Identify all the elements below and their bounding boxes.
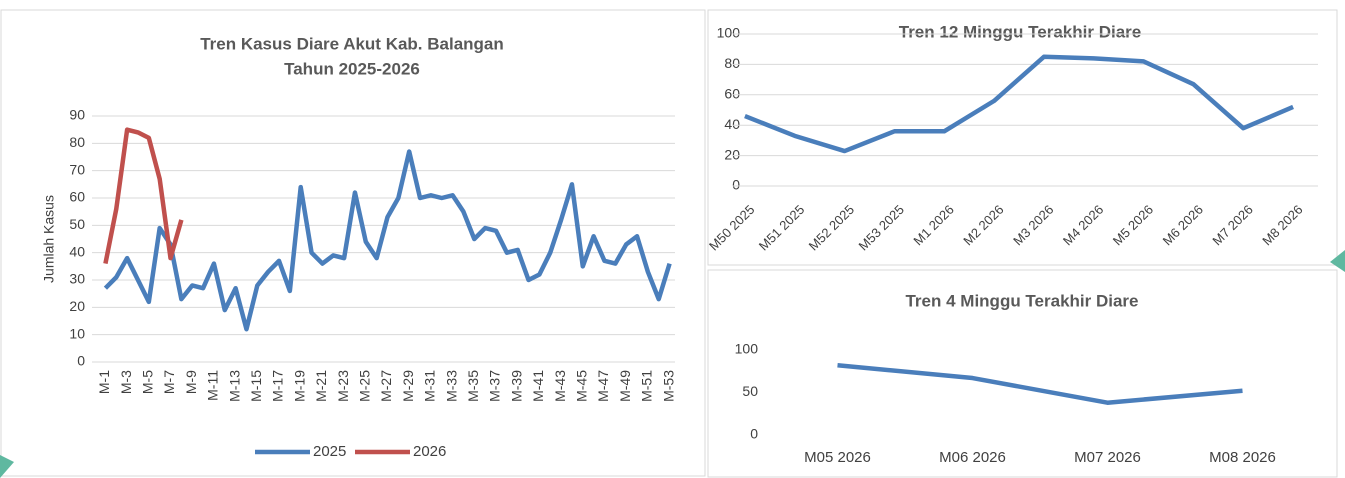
y-tick-label: 30 bbox=[69, 271, 85, 287]
x-tick-label: M-29 bbox=[400, 370, 416, 402]
y-tick-label: 60 bbox=[69, 189, 85, 205]
x-tick-label: M-25 bbox=[357, 370, 373, 402]
y-tick-label: 40 bbox=[69, 243, 85, 259]
chart-subtitle: Tahun 2025-2026 bbox=[284, 59, 420, 78]
x-tick-label: M-21 bbox=[313, 370, 329, 402]
x-tick-label: M-53 bbox=[660, 370, 676, 402]
x-tick-label: M-49 bbox=[617, 370, 633, 402]
series-line bbox=[837, 363, 1243, 405]
series-line bbox=[103, 149, 672, 332]
y-tick-label: 0 bbox=[732, 177, 740, 193]
series-line bbox=[103, 127, 184, 265]
x-tick-label: M-43 bbox=[552, 370, 568, 402]
x-tick-label: M-41 bbox=[530, 370, 546, 402]
y-tick-label: 70 bbox=[69, 161, 85, 177]
decoration bbox=[1330, 250, 1345, 272]
y-tick-label: 80 bbox=[69, 134, 85, 150]
y-tick-label: 20 bbox=[69, 298, 85, 314]
series-line bbox=[744, 54, 1294, 154]
chart-title: Tren 12 Minggu Terakhir Diare bbox=[899, 22, 1141, 41]
chart-title: Tren Kasus Diare Akut Kab. Balangan bbox=[200, 34, 504, 53]
x-tick-label: M-23 bbox=[335, 370, 351, 402]
y-tick-label: 90 bbox=[69, 107, 85, 123]
y-tick-label: 10 bbox=[69, 325, 85, 341]
y-tick-label: 40 bbox=[724, 116, 740, 132]
x-tick-label: M-37 bbox=[487, 370, 503, 402]
y-tick-label: 0 bbox=[750, 426, 758, 442]
x-tick-label: M-17 bbox=[270, 370, 286, 402]
x-tick-label: M-35 bbox=[465, 370, 481, 402]
x-tick-label: M05 2026 bbox=[804, 449, 871, 466]
x-tick-label: M-39 bbox=[508, 370, 524, 402]
x-tick-label: M07 2026 bbox=[1074, 449, 1141, 466]
x-tick-label: M-27 bbox=[378, 370, 394, 402]
legend-label: 2026 bbox=[413, 443, 446, 460]
y-axis-label: Jumlah Kasus bbox=[41, 195, 57, 283]
y-tick-label: 50 bbox=[69, 216, 85, 232]
x-tick-label: M-1 bbox=[96, 370, 112, 394]
x-tick-label: M-19 bbox=[291, 370, 307, 402]
chart-title: Tren 4 Minggu Terakhir Diare bbox=[905, 291, 1138, 310]
panel bbox=[707, 9, 1338, 266]
x-tick-label: M-15 bbox=[248, 370, 264, 402]
y-tick-label: 100 bbox=[717, 25, 741, 41]
y-tick-label: 80 bbox=[724, 55, 740, 71]
y-tick-label: 100 bbox=[735, 341, 759, 357]
decoration bbox=[0, 455, 14, 478]
x-tick-label: M-3 bbox=[118, 370, 134, 394]
legend-label: 2025 bbox=[313, 443, 346, 460]
x-tick-label: M-5 bbox=[140, 370, 156, 394]
panel bbox=[707, 269, 1338, 478]
x-tick-label: M-31 bbox=[422, 370, 438, 402]
x-tick-label: M-45 bbox=[573, 370, 589, 402]
y-tick-label: 0 bbox=[77, 353, 85, 369]
x-tick-label: M-13 bbox=[226, 370, 242, 402]
x-tick-label: M06 2026 bbox=[939, 449, 1006, 466]
x-tick-label: M-7 bbox=[161, 370, 177, 394]
panel bbox=[0, 9, 706, 477]
x-tick-label: M-47 bbox=[595, 370, 611, 402]
y-tick-label: 20 bbox=[724, 146, 740, 162]
x-tick-label: M-11 bbox=[205, 370, 221, 401]
x-tick-label: M-33 bbox=[443, 370, 459, 402]
x-tick-label: M-51 bbox=[639, 370, 655, 402]
y-tick-label: 60 bbox=[724, 86, 740, 102]
y-tick-label: 50 bbox=[742, 383, 758, 399]
x-tick-label: M-9 bbox=[183, 370, 199, 394]
x-tick-label: M08 2026 bbox=[1209, 449, 1276, 466]
